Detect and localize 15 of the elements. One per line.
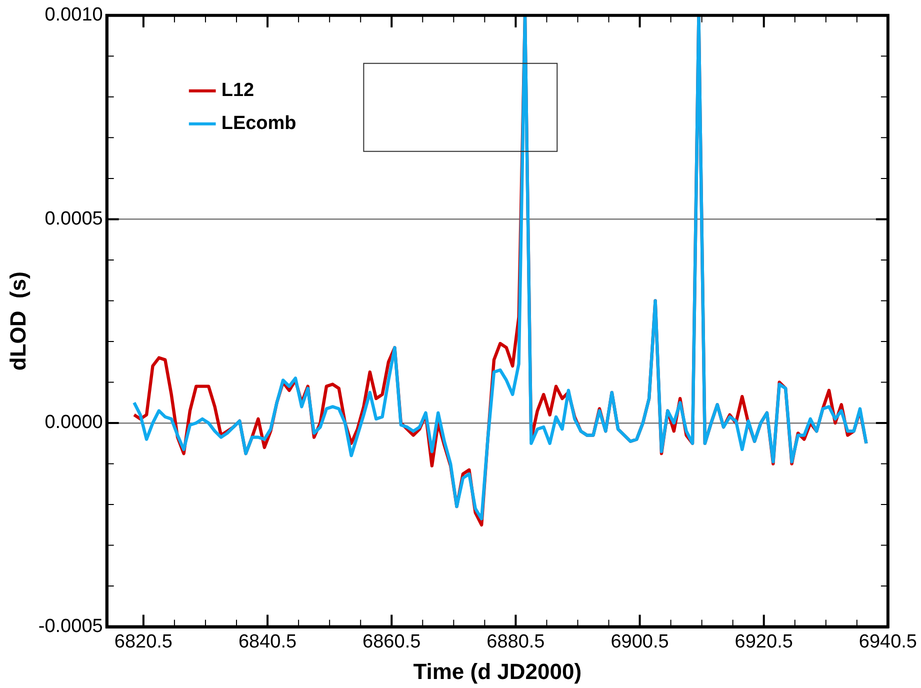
x-tick-label: 6820.5 bbox=[114, 631, 173, 652]
x-tick-label: 6940.5 bbox=[858, 631, 918, 652]
y-tick-label: 0.0000 bbox=[44, 412, 103, 434]
y-tick-label: -0.0005 bbox=[38, 616, 103, 638]
y-tick-label: 0.0005 bbox=[44, 208, 103, 230]
y-axis-title: dLOD (s) bbox=[5, 272, 30, 371]
x-tick-label: 6860.5 bbox=[362, 631, 421, 652]
legend-label: LEcomb bbox=[221, 113, 296, 134]
x-tick-label: 6920.5 bbox=[734, 631, 793, 652]
x-tick-label: 6880.5 bbox=[486, 631, 545, 652]
x-tick-label: 6840.5 bbox=[238, 631, 297, 652]
x-tick-label: 6900.5 bbox=[610, 631, 669, 652]
y-tick-label: 0.0010 bbox=[44, 4, 103, 26]
x-axis-title: Time (d JD2000) bbox=[413, 658, 582, 684]
legend-label: L12 bbox=[221, 80, 254, 102]
